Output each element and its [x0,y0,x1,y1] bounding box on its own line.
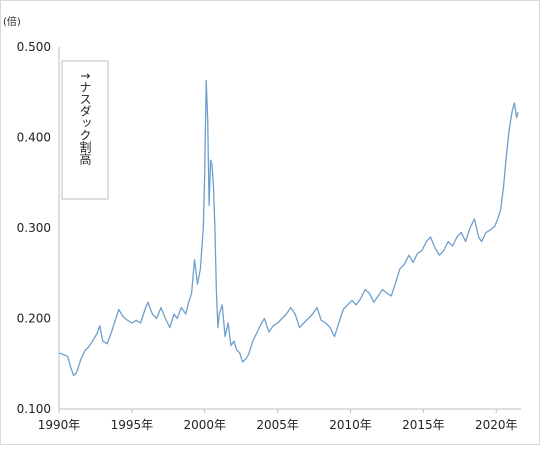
y-tick-label: 0.500 [17,40,51,54]
y-tick-label: 0.100 [17,402,51,416]
x-tick-label: 2000年 [183,418,226,432]
y-axis-ticks: 0.100 0.200 0.300 0.400 0.500 [17,40,51,416]
y-tick-label: 0.400 [17,131,51,145]
y-unit-label: (倍) [3,15,21,28]
x-tick-label: 1990年 [38,418,81,432]
y-tick-label: 0.200 [17,312,51,326]
annotation-text: ↑ナスダック割高 [78,71,92,166]
annotation-box: ↑ナスダック割高 [61,60,109,200]
x-tick-label: 2005年 [256,418,299,432]
series-line [58,79,519,377]
x-tick-label: 2020年 [475,418,518,432]
x-axis-ticks: 1990年 1995年 2000年 2005年 2010年 2015年 2020年 [38,409,518,432]
y-tick-label: 0.300 [17,221,51,235]
x-tick-label: 2015年 [402,418,445,432]
x-tick-label: 1995年 [111,418,154,432]
x-tick-label: 2010年 [329,418,372,432]
